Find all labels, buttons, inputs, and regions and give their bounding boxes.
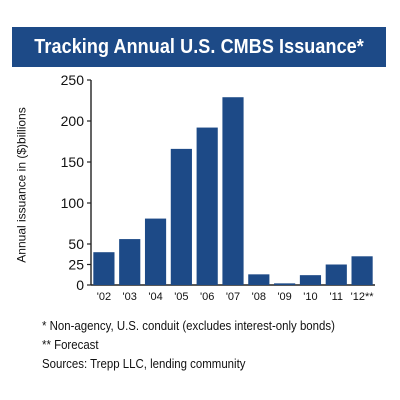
chart-title-banner: Tracking Annual U.S. CMBS Issuance* [12, 27, 386, 67]
x-tick-label: '08 [252, 291, 266, 303]
bar [248, 274, 270, 285]
bar [144, 218, 167, 285]
y-tick-label: 200 [61, 113, 85, 129]
footnote-sources: Sources: Trepp LLC, lending community [42, 356, 246, 371]
bar [351, 256, 373, 285]
x-tick-label: '12** [351, 291, 375, 303]
footnote-forecast: ** Forecast [42, 337, 99, 352]
x-tick-label: '10 [303, 291, 317, 303]
bar [93, 252, 115, 285]
x-tick-label: '03 [123, 291, 137, 303]
bar [222, 97, 244, 285]
x-tick-label: '06 [200, 291, 214, 303]
x-tick-label: '05 [174, 291, 188, 303]
footnotes: * Non-agency, U.S. conduit (excludes int… [42, 316, 392, 373]
y-tick-label: 150 [61, 154, 85, 170]
chart-title: Tracking Annual U.S. CMBS Issuance* [34, 35, 364, 58]
x-tick-label: '09 [277, 291, 291, 303]
y-tick-label: 250 [61, 72, 85, 88]
x-tick-label: '02 [97, 291, 111, 303]
y-axis-label: Annual issuance in ($)billions [15, 107, 30, 263]
bar [196, 127, 218, 285]
x-tick-label: '04 [148, 291, 162, 303]
x-tick-label: '11 [330, 291, 344, 303]
x-tick-label: '07 [226, 291, 240, 303]
bar [274, 283, 296, 285]
bar [299, 275, 322, 285]
y-axis-label-container: Annual issuance in ($)billions [12, 90, 32, 280]
footnote-non-agency: * Non-agency, U.S. conduit (excludes int… [42, 318, 335, 333]
bar [119, 239, 141, 285]
y-tick-label: 100 [61, 195, 85, 211]
bar [325, 264, 347, 285]
y-tick-label: 50 [68, 236, 84, 252]
y-tick-label: 0 [76, 277, 84, 293]
bar [170, 148, 192, 285]
y-tick-label: 25 [68, 257, 84, 273]
